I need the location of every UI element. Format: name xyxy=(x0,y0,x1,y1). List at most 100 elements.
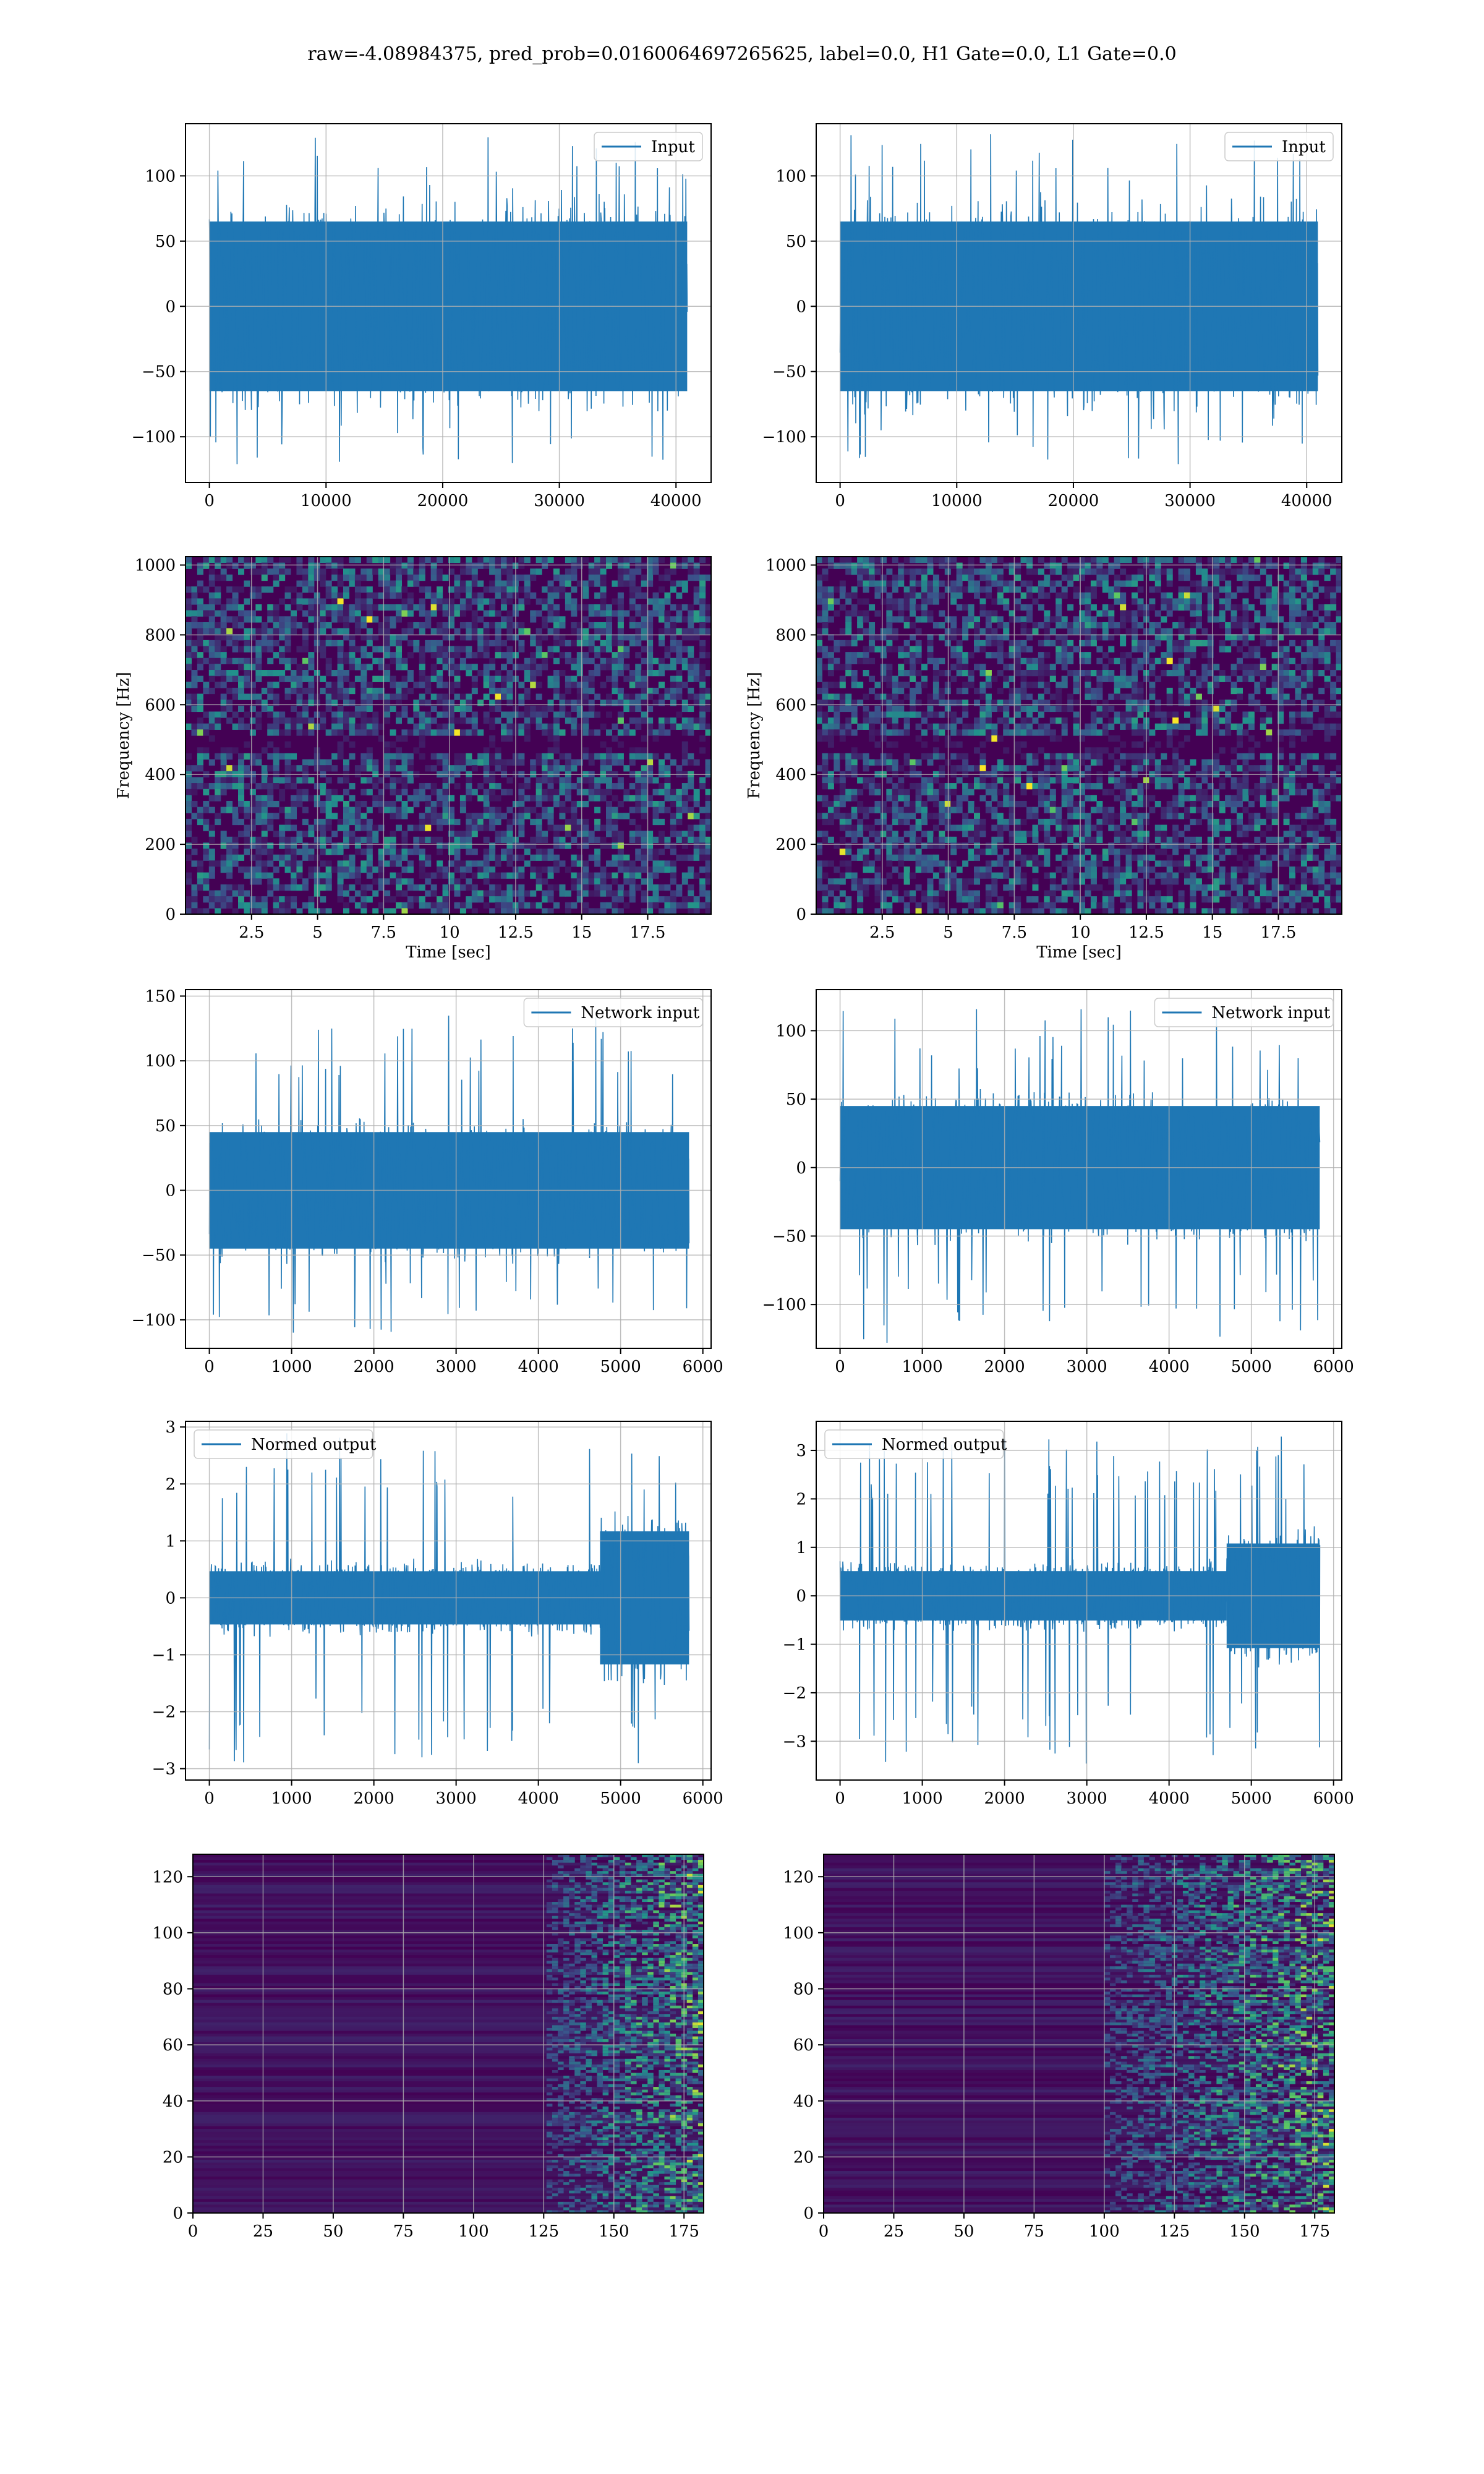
axes-frame xyxy=(185,556,712,915)
y-tick-label: 0 xyxy=(165,905,176,924)
y-tick-label: −100 xyxy=(762,428,806,447)
x-tick-label: 1000 xyxy=(902,1789,943,1808)
y-tick-label: 0 xyxy=(165,1589,176,1607)
legend: Input xyxy=(594,132,703,161)
legend: Input xyxy=(1224,132,1334,161)
series-line xyxy=(208,1433,690,1763)
axes-frame xyxy=(185,989,712,1349)
y-tick-label: 60 xyxy=(163,2036,183,2055)
legend-box xyxy=(594,132,703,161)
y-tick-label: 1000 xyxy=(765,557,806,575)
legend: Network input xyxy=(523,998,703,1027)
axes-frame xyxy=(192,1854,704,2214)
y-tick-label: 100 xyxy=(775,1022,806,1040)
y-tick-label: 0 xyxy=(173,2204,183,2223)
x-tick-label: 175 xyxy=(668,2222,699,2241)
legend: Normed output xyxy=(824,1429,1007,1459)
legend-box xyxy=(523,998,703,1027)
y-tick-label: 20 xyxy=(793,2148,814,2167)
x-tick-label: 4000 xyxy=(518,1789,559,1808)
heatmap-cells xyxy=(193,1854,704,2213)
y-tick-label: 100 xyxy=(152,1924,183,1943)
y-tick-label: 0 xyxy=(803,2204,814,2223)
x-tick-label: 150 xyxy=(599,2222,629,2241)
x-tick-label: 0 xyxy=(204,1358,215,1376)
y-tick-label: −2 xyxy=(783,1684,806,1703)
x-tick-label: 17.5 xyxy=(630,923,666,942)
x-tick-label: 6000 xyxy=(1313,1789,1354,1808)
x-tick-label: 20000 xyxy=(417,492,469,510)
y-tick-label: −1 xyxy=(152,1646,176,1664)
axes-frame xyxy=(816,1421,1342,1781)
chart-panel-4-0: 0 25 50 75 100 125 150 175 0 20 40 60 80 100 120 xyxy=(152,1854,704,2241)
y-tick-label: −3 xyxy=(783,1732,806,1751)
y-tick-label: 80 xyxy=(793,1980,814,1999)
x-tick-label: 125 xyxy=(1159,2222,1190,2241)
y-tick-label: 100 xyxy=(145,167,176,186)
chart-panel-3-0: 0 1000 2000 3000 4000 5000 6000 −3 −2 −1 0 1 2 3 Norme… xyxy=(152,1418,723,1808)
y-tick-label: −50 xyxy=(772,1227,806,1246)
y-tick-label: 1 xyxy=(796,1539,806,1557)
y-tick-label: 200 xyxy=(145,836,176,854)
y-tick-label: 600 xyxy=(775,696,806,714)
legend-label: Normed output xyxy=(882,1436,1007,1454)
x-tick-label: 10 xyxy=(1070,923,1091,942)
y-axis-label: Frequency [Hz] xyxy=(745,672,764,799)
series-line xyxy=(208,1016,690,1333)
y-tick-label: 800 xyxy=(145,626,176,644)
x-tick-label: 3000 xyxy=(436,1789,477,1808)
x-tick-label: 7.5 xyxy=(1002,923,1027,942)
heatmap-cells xyxy=(186,557,711,914)
legend-label: Network input xyxy=(581,1004,699,1022)
chart-panel-1-0: 2.5 5 7.5 10 12.5 15 17.5 0 200 400 600 800 1000 Time… xyxy=(114,556,712,962)
x-tick-label: 5 xyxy=(312,923,323,942)
y-tick-label: 100 xyxy=(145,1052,176,1071)
y-tick-label: 200 xyxy=(775,836,806,854)
y-tick-label: −50 xyxy=(142,363,176,382)
y-tick-label: 50 xyxy=(155,1117,176,1136)
chart-panel-0-1: 0 10000 20000 30000 40000 −100 −50 0 50 100 Input xyxy=(762,123,1342,510)
legend-label: Input xyxy=(1282,138,1326,156)
y-axis-label: Frequency [Hz] xyxy=(114,672,133,799)
y-tick-label: 0 xyxy=(165,297,176,316)
y-tick-label: 100 xyxy=(783,1924,814,1943)
x-tick-label: 4000 xyxy=(1149,1789,1190,1808)
y-tick-label: −50 xyxy=(142,1246,176,1265)
y-tick-label: 120 xyxy=(152,1868,183,1886)
x-tick-label: 2.5 xyxy=(869,923,895,942)
x-tick-label: 5000 xyxy=(600,1789,641,1808)
x-tick-label: 100 xyxy=(458,2222,489,2241)
y-tick-label: 20 xyxy=(163,2148,183,2167)
heatmap-cells xyxy=(816,557,1342,914)
y-tick-label: 60 xyxy=(793,2036,814,2055)
x-tick-label: 15 xyxy=(571,923,592,942)
x-tick-label: 0 xyxy=(188,2222,198,2241)
legend-box xyxy=(824,1429,1004,1459)
chart-panel-2-0: 0 1000 2000 3000 4000 5000 6000 −100 −50 0 50 100 15… xyxy=(132,987,723,1376)
x-tick-label: 10000 xyxy=(301,492,352,510)
legend-label: Normed output xyxy=(251,1436,377,1454)
x-tick-label: 12.5 xyxy=(1128,923,1164,942)
x-tick-label: 2000 xyxy=(984,1789,1025,1808)
axes-frame xyxy=(816,989,1342,1349)
legend-label: Network input xyxy=(1211,1004,1330,1022)
x-tick-label: 4000 xyxy=(518,1358,559,1376)
x-tick-label: 3000 xyxy=(436,1358,477,1376)
x-tick-label: 75 xyxy=(393,2222,414,2241)
x-tick-label: 50 xyxy=(323,2222,343,2241)
x-tick-label: 7.5 xyxy=(371,923,396,942)
figure-title: raw=-4.08984375, pred_prob=0.01600646972… xyxy=(307,43,1177,65)
y-tick-label: 40 xyxy=(793,2092,814,2111)
x-axis-label: Time [sec] xyxy=(406,943,491,962)
heatmap-cells xyxy=(824,1854,1334,2213)
x-tick-label: 6000 xyxy=(683,1789,723,1808)
chart-panel-0-0: 0 10000 20000 30000 40000 −100 −50 0 50 100 Input xyxy=(132,123,712,510)
series-line xyxy=(839,1436,1321,1764)
x-axis-label: Time [sec] xyxy=(1036,943,1122,962)
chart-panel-1-1: 2.5 5 7.5 10 12.5 15 17.5 0 200 400 600 800 1000 Time… xyxy=(745,556,1342,962)
y-tick-label: 150 xyxy=(145,987,176,1006)
x-tick-label: 10000 xyxy=(931,492,983,510)
axes-frame xyxy=(823,1854,1335,2214)
x-tick-label: 125 xyxy=(528,2222,559,2241)
